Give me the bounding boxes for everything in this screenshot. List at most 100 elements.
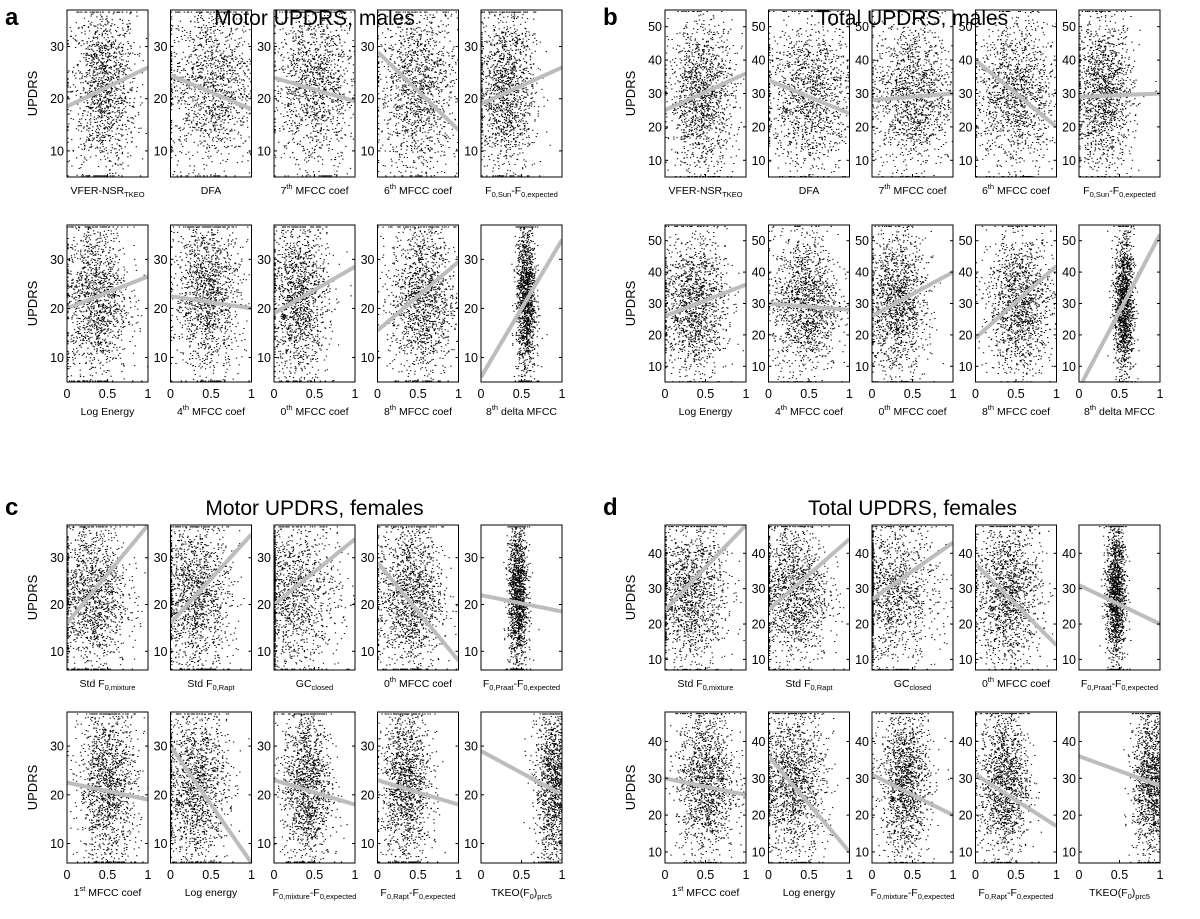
y-tick-label: 10	[464, 351, 478, 365]
y-tick-label: 10	[154, 645, 168, 659]
x-tick-label: 1	[743, 387, 750, 401]
subplot: 10 20 30 40 Std F0,Rapt	[752, 524, 850, 692]
trend-line	[67, 525, 148, 625]
y-tick-label: 10	[154, 351, 168, 365]
x-tick-label: 0.5	[800, 387, 817, 401]
y-tick-label: 30	[464, 253, 478, 267]
subplot: 10 20 30 40 0 0.5 1 F0,mixture-F0,expected	[855, 711, 957, 901]
x-tick-label: 0.5	[202, 868, 219, 882]
data-points	[523, 713, 562, 863]
x-tick-label: 1	[248, 868, 255, 882]
y-tick-label: 20	[752, 328, 766, 342]
subplot: 10 20 30 40 F0,Praat-F0,expected	[1062, 524, 1161, 692]
y-axis-label: UPDRS	[623, 574, 638, 620]
subplot: 10 20 30 Std F0,mixture	[50, 524, 149, 692]
subplot: 10 20 30 40 50 6th MFCC coef	[959, 9, 1057, 197]
x-axis-label: 4th MFCC coef	[177, 403, 245, 418]
x-tick-label: 1	[1053, 387, 1060, 401]
subplot: 10 20 30 F0,Sun-F0,expected	[464, 9, 563, 199]
x-axis-label: 8th delta MFCC	[486, 403, 557, 418]
x-tick-label: 0	[972, 387, 979, 401]
y-tick-label: 20	[648, 328, 662, 342]
data-points	[665, 225, 746, 382]
x-tick-label: 0	[972, 868, 979, 882]
x-tick-label: 0	[869, 868, 876, 882]
y-tick-label: 10	[1062, 653, 1076, 667]
y-tick-label: 20	[361, 788, 375, 802]
y-tick-label: 10	[855, 154, 869, 168]
y-tick-label: 10	[50, 837, 64, 851]
x-tick-label: 0	[1076, 387, 1083, 401]
subplot: 10 20 30 40 Std F0,mixture	[648, 524, 747, 692]
panel-b: b Total UPDRS, malesUPDRS1020304050VFER-N…	[603, 4, 1164, 418]
data-points	[274, 713, 348, 863]
y-tick-label: 10	[361, 837, 375, 851]
x-tick-label: 0.5	[409, 387, 426, 401]
y-tick-label: 30	[154, 551, 168, 565]
y-tick-label: 10	[361, 645, 375, 659]
y-tick-label: 50	[959, 20, 973, 34]
data-points	[768, 526, 850, 670]
y-tick-label: 40	[1062, 547, 1076, 561]
subplot: 10 20 30 DFA	[154, 9, 252, 197]
trend-line	[170, 533, 252, 625]
data-points	[377, 526, 459, 670]
x-tick-label: 1	[950, 387, 957, 401]
data-points	[67, 713, 148, 863]
trend-line	[481, 65, 562, 106]
data-points	[274, 226, 352, 382]
x-axis-label: Log Energy	[679, 406, 733, 418]
y-tick-label: 30	[648, 582, 662, 596]
scatter-points	[377, 11, 459, 177]
subplot: 10 20 30 40 0 0.5 1 Log energy	[752, 711, 853, 899]
y-tick-label: 30	[50, 551, 64, 565]
x-tick-label: 1	[559, 868, 566, 882]
y-tick-label: 20	[464, 302, 478, 316]
x-axis-label: TKEO(F0)prc5	[491, 887, 552, 901]
scatter-points	[274, 713, 348, 863]
x-axis-label: 1st MFCC coef	[74, 884, 142, 899]
y-tick-label: 10	[154, 144, 168, 158]
y-tick-label: 10	[361, 351, 375, 365]
trend-line	[274, 537, 355, 607]
y-tick-label: 40	[959, 547, 973, 561]
y-axis-label: UPDRS	[623, 70, 638, 116]
x-axis-label: F0,Praat-F0,expected	[483, 678, 560, 692]
x-axis-label: F0,Praat-F0,expected	[1081, 678, 1158, 692]
subplot: 10 20 30 0th MFCC coef	[361, 524, 459, 690]
y-axis-label: UPDRS	[25, 574, 40, 620]
subplot: 10 20 30 40 50 DFA	[752, 9, 850, 197]
y-tick-label: 30	[855, 297, 869, 311]
trend-line	[377, 260, 459, 333]
subplot: 10 20 30 40 50 7th MFCC coef	[855, 9, 954, 197]
scatter-points	[768, 11, 850, 177]
y-tick-label: 40	[1062, 735, 1076, 749]
y-tick-label: 20	[257, 598, 271, 612]
x-axis-label: DFA	[799, 185, 819, 197]
scatter-points	[872, 11, 953, 177]
x-tick-label: 1	[1053, 868, 1060, 882]
y-tick-label: 10	[464, 837, 478, 851]
trend-line	[665, 525, 746, 612]
y-tick-label: 10	[257, 837, 271, 851]
x-axis-label: 1st MFCC coef	[672, 884, 740, 899]
y-tick-label: 20	[855, 618, 869, 632]
x-tick-label: 0.5	[202, 387, 219, 401]
scatter-points	[481, 11, 551, 177]
y-tick-label: 20	[464, 92, 478, 106]
scatter-points	[1123, 713, 1160, 863]
y-tick-label: 30	[959, 582, 973, 596]
trend-line	[67, 274, 148, 311]
panel-letter: a	[5, 4, 19, 31]
y-tick-label: 10	[257, 645, 271, 659]
y-tick-label: 20	[959, 809, 973, 823]
y-tick-label: 30	[648, 87, 662, 101]
y-tick-label: 10	[464, 144, 478, 158]
y-tick-label: 40	[752, 547, 766, 561]
x-tick-label: 0.5	[697, 387, 714, 401]
y-tick-label: 10	[959, 360, 973, 374]
y-tick-label: 20	[50, 598, 64, 612]
trend-line	[274, 75, 355, 104]
